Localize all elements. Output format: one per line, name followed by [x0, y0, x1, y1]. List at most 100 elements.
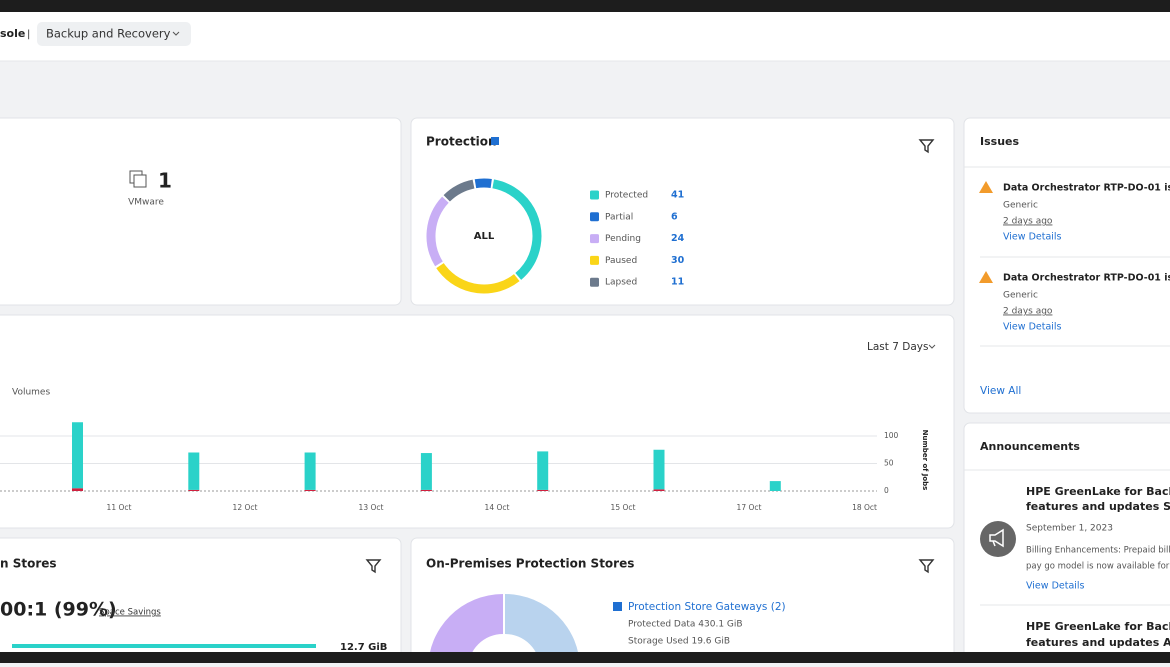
issue-type: Generic [1003, 291, 1038, 301]
legend-label: Paused [605, 256, 637, 266]
vm-label: VMware [128, 198, 164, 208]
announcement-title[interactable]: HPE GreenLake for Backup [1026, 485, 1170, 498]
legend-label: Partial [605, 212, 633, 222]
y-axis-label: Number of Jobs [921, 430, 929, 491]
legend-label: Pending [605, 234, 641, 244]
legend-value: 24 [671, 233, 685, 244]
announcement-title[interactable]: features and updates Sep [1026, 500, 1170, 513]
issue-type: Generic [1003, 201, 1038, 211]
announcement-date: September 1, 2023 [1026, 524, 1113, 534]
warning-icon [979, 181, 993, 193]
warning-icon [979, 271, 993, 283]
announcement-body: pay go model is now available for b [1026, 562, 1170, 572]
x-tick-label: 12 Oct [233, 503, 258, 512]
chevron [928, 344, 936, 349]
donut-segment [426, 178, 542, 294]
bar [72, 488, 83, 491]
separator: | [27, 29, 30, 40]
service-name[interactable]: Backup and Recovery [46, 27, 171, 41]
legend-swatch [613, 602, 622, 611]
bar [769, 481, 781, 491]
bar [653, 449, 665, 490]
ratio-label: Space Savings [99, 608, 161, 618]
legend-label[interactable]: Protection Store Gateways (2) [628, 601, 786, 613]
header [0, 12, 1170, 61]
ratio: 00:1 (99%) [0, 599, 117, 621]
legend-label: Volumes [12, 388, 50, 398]
issue-title[interactable]: Data Orchestrator RTP-DO-01 is d [1003, 183, 1170, 194]
info-icon[interactable] [491, 137, 499, 145]
x-tick-label: 13 Oct [359, 503, 384, 512]
legend-value: 30 [671, 255, 685, 266]
card [963, 422, 1170, 667]
announcement-title[interactable]: HPE GreenLake for Backup [1026, 620, 1170, 633]
view-all[interactable]: View All [980, 385, 1021, 397]
bar [537, 489, 549, 491]
legend-value: 41 [671, 190, 684, 201]
card-title: On-Premises Protection Stores [426, 557, 634, 571]
card [410, 117, 955, 306]
y-tick-label: 0 [884, 486, 889, 495]
bottom-bar [0, 652, 1170, 663]
legend-swatch [590, 277, 599, 287]
filter-icon[interactable] [918, 139, 935, 154]
donut-center: ALL [474, 231, 495, 242]
usage-bar [12, 644, 316, 648]
pie-slice [428, 594, 503, 667]
bar [72, 422, 83, 489]
filter-icon[interactable] [918, 559, 935, 574]
view-details[interactable]: View Details [1003, 232, 1062, 243]
detail: Protected Data 430.1 GiB [628, 620, 743, 630]
card-title: n Stores [0, 557, 57, 571]
x-tick-label: 18 Oct [852, 503, 877, 512]
announcement-icon [980, 521, 1016, 557]
top-bar [0, 0, 1170, 12]
x-tick-label: 14 Oct [485, 503, 510, 512]
announcement-title[interactable]: features and updates Aug [1026, 636, 1170, 649]
used: 12.7 GiB [340, 642, 387, 653]
issue-title[interactable]: Data Orchestrator RTP-DO-01 is d [1003, 273, 1170, 284]
bar [653, 489, 665, 491]
bar [537, 451, 549, 490]
vm-count: 1 [158, 169, 172, 193]
bar [304, 452, 316, 490]
bar [420, 489, 432, 491]
x-tick-label: 11 Oct [107, 503, 132, 512]
donut-segment [426, 178, 542, 294]
card-title: Protection [426, 135, 497, 149]
card [0, 314, 955, 529]
legend-swatch [590, 212, 599, 222]
vm-icon [133, 174, 147, 188]
issue-time: 2 days ago [1003, 307, 1053, 317]
y-tick-label: 100 [884, 431, 899, 440]
card-title: Announcements [980, 440, 1080, 453]
card [0, 537, 402, 667]
legend-label: Protected [605, 191, 648, 201]
card-title: Issues [980, 135, 1019, 148]
range-selector[interactable]: Last 7 Days [867, 341, 928, 353]
legend-swatch [590, 190, 599, 200]
bar [188, 452, 200, 490]
megaphone [989, 528, 1004, 548]
x-tick-label: 15 Oct [611, 503, 636, 512]
legend-value: 6 [671, 211, 678, 222]
legend-swatch [590, 234, 599, 244]
card [0, 117, 402, 306]
y-tick-label: 50 [884, 459, 894, 468]
x-tick-label: 17 Oct [737, 503, 762, 512]
bar [188, 489, 200, 491]
legend-value: 11 [671, 277, 684, 288]
legend-label: Lapsed [605, 278, 637, 288]
view-details[interactable]: View Details [1026, 581, 1085, 592]
pie-slice [505, 594, 580, 667]
issue-time: 2 days ago [1003, 217, 1053, 227]
announcement-body: Billing Enhancements: Prepaid billi [1026, 546, 1170, 556]
view-details[interactable]: View Details [1003, 322, 1062, 333]
filter-icon[interactable] [365, 559, 382, 574]
detail: Storage Used 19.6 GiB [628, 637, 730, 647]
card [963, 117, 1170, 414]
bar [420, 453, 432, 490]
service-selector[interactable] [37, 22, 191, 46]
donut-segment [426, 178, 542, 294]
